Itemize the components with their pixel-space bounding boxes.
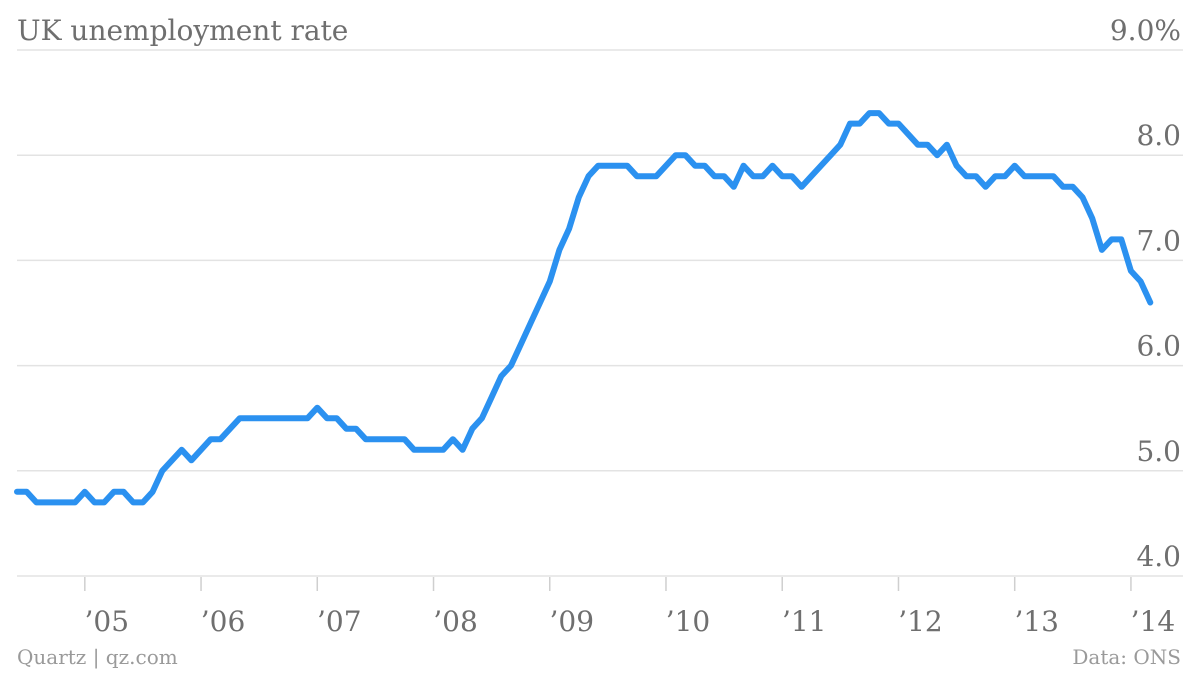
x-tick-label: ’07	[317, 605, 362, 638]
x-axis: ’05 ’06 ’07 ’08 ’09 ’10 ’11 ’12 ’13 ’14	[84, 577, 1176, 638]
y-tick-label: 9.0%	[1110, 14, 1181, 47]
y-tick-label: 6.0	[1136, 330, 1181, 363]
y-tick-label: 7.0	[1136, 224, 1181, 257]
x-tick-label: ’13	[1014, 605, 1059, 638]
footer-source: Data: ONS	[1072, 645, 1181, 669]
y-tick-label: 8.0	[1136, 119, 1181, 152]
x-tick-label: ’08	[433, 605, 478, 638]
y-axis: 9.0% 8.0 7.0 6.0 5.0 4.0	[1110, 14, 1181, 573]
chart-title: UK unemployment rate	[17, 14, 348, 47]
x-tick-label: ’05	[85, 605, 130, 638]
grid-lines	[17, 49, 1183, 577]
x-tick-label: ’11	[782, 605, 827, 638]
x-tick-label: ’06	[201, 605, 246, 638]
y-tick-label: 5.0	[1136, 435, 1181, 468]
y-tick-label: 4.0	[1136, 540, 1181, 573]
footer-credit: Quartz | qz.com	[17, 645, 178, 669]
x-tick-label: ’14	[1131, 605, 1176, 638]
series-points	[15, 111, 1153, 505]
x-tick-label: ’12	[898, 605, 943, 638]
series-line	[14, 110, 1154, 506]
x-tick-label: ’10	[666, 605, 711, 638]
x-tick-label: ’09	[549, 605, 594, 638]
